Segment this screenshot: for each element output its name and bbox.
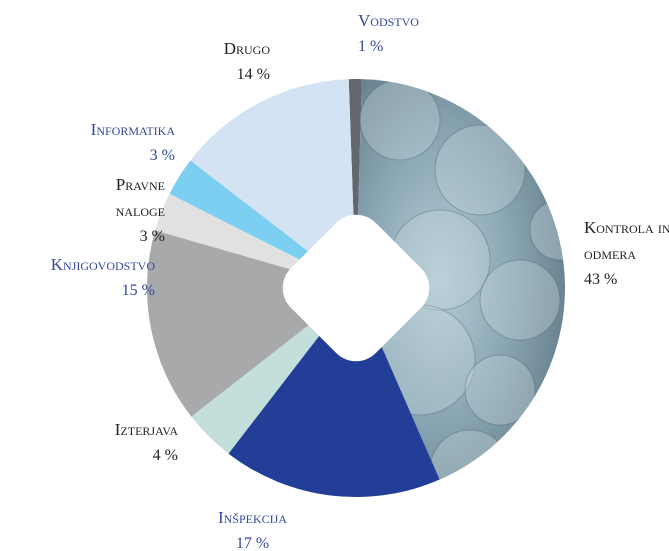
value-label: 1 % [358,34,478,60]
coin [430,430,510,510]
value-label: 3 % [55,143,175,169]
category-name: Knjigovodstvo [5,252,155,278]
coin [465,355,535,425]
category-name: Kontrola in odmera [584,215,669,267]
value-label: 43 % [584,267,669,293]
coin [435,125,525,215]
chart: Vodstvo1 % Kontrola in odmera43 % Inšpekci… [0,0,669,551]
value-label: 17 % [190,531,315,551]
coin [530,200,590,260]
coin [360,80,440,160]
category-name: Pravne naloge [70,172,165,224]
value-label: 4 % [58,443,178,469]
category-name: Inšpekcija [190,505,315,531]
category-name: Vodstvo [358,8,478,34]
value-label: 14 % [150,62,270,88]
value-label: 15 % [5,278,155,304]
value-label: 3 % [70,224,165,250]
category-name: Informatika [55,117,175,143]
category-name: Izterjava [58,417,178,443]
category-name: Drugo [150,36,270,62]
coin [480,260,560,340]
